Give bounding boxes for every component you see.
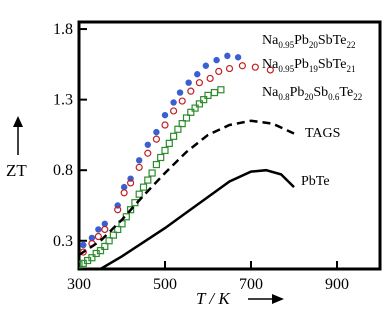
y-tick-label: 0.8 (53, 162, 73, 179)
data-point (80, 241, 87, 249)
data-point (170, 107, 178, 115)
series-line (79, 119, 295, 256)
data-point (79, 248, 87, 256)
data-point (170, 132, 178, 140)
data-point (127, 179, 135, 187)
data-point (266, 66, 274, 74)
data-point (95, 226, 102, 233)
data-point (178, 120, 186, 128)
series-label-2: Na0.8Pb20Sb0.6Te22 (262, 85, 362, 102)
data-point (161, 146, 169, 155)
series-label-3: TAGS (305, 126, 340, 141)
data-point (210, 88, 219, 97)
data-point (135, 163, 143, 171)
data-point (187, 108, 195, 116)
data-point (215, 67, 223, 76)
data-point (88, 254, 96, 262)
data-point (96, 247, 105, 255)
data-point (153, 128, 160, 136)
data-point (144, 176, 152, 184)
series-label-1: Na0.95Pb19SbTe21 (262, 57, 355, 74)
data-point (176, 89, 184, 96)
data-point (174, 125, 182, 133)
y-tick-label: 1.8 (53, 21, 73, 38)
data-point (238, 62, 246, 70)
x-tick-label: 700 (239, 276, 263, 293)
y-tick-label: 0.3 (53, 233, 73, 250)
data-point (200, 96, 208, 104)
data-point (161, 111, 169, 119)
data-point (148, 169, 156, 177)
data-point (161, 121, 169, 129)
series-4 (97, 168, 295, 269)
data-point (136, 157, 143, 164)
data-point (139, 183, 148, 191)
x-tick-label: 900 (325, 276, 349, 293)
data-point (195, 79, 203, 87)
data-point (182, 114, 191, 122)
data-point (195, 100, 203, 108)
data-point (224, 52, 231, 60)
series-0 (80, 52, 242, 249)
data-point (101, 225, 109, 234)
data-point (206, 74, 214, 83)
data-point (234, 54, 242, 61)
data-point (120, 189, 128, 197)
axis-ticks: 300 500 700 900 1.8 1.3 0.8 0.3 (53, 21, 349, 293)
y-axis-arrow-icon (13, 116, 23, 155)
data-point (217, 86, 225, 94)
data-point (101, 242, 109, 251)
series-label-0: Na0.95Pb20SbTe22 (262, 33, 355, 50)
data-point (204, 91, 212, 99)
data-marks (79, 52, 295, 269)
x-axis-arrow-icon (248, 294, 284, 304)
y-axis-label: ZT (6, 161, 27, 180)
data-point (213, 56, 220, 64)
data-point (152, 160, 160, 169)
data-point (79, 261, 83, 269)
data-point (101, 220, 109, 228)
data-point (114, 206, 122, 214)
series-labels: Na0.95Pb20SbTe22 Na0.95Pb19SbTe21 Na0.8Pb2… (262, 33, 362, 189)
data-point (135, 190, 143, 198)
data-point (109, 231, 118, 239)
x-axis-label: T / K (196, 289, 231, 308)
data-point (187, 87, 195, 95)
x-tick-label: 300 (67, 276, 91, 293)
data-point (165, 139, 173, 147)
data-point (105, 237, 113, 245)
data-point (114, 225, 122, 234)
series-2 (79, 86, 225, 269)
series-1 (79, 62, 274, 256)
data-point (225, 64, 234, 73)
y-tick-label: 1.3 (53, 92, 73, 109)
data-point (185, 79, 192, 86)
plot-frame (77, 20, 382, 271)
data-point (126, 206, 135, 214)
data-point (202, 62, 210, 69)
data-point (191, 104, 199, 112)
data-point (88, 234, 96, 242)
data-point (144, 149, 152, 157)
data-point (251, 63, 259, 71)
data-point (157, 153, 165, 162)
data-point (144, 141, 151, 148)
data-point (152, 135, 160, 143)
data-point (194, 71, 201, 78)
data-point (178, 97, 186, 105)
series-label-4: PbTe (301, 174, 330, 189)
data-point (94, 232, 102, 241)
series-line (97, 168, 295, 269)
x-tick-label: 500 (153, 276, 177, 293)
series-3 (79, 119, 295, 256)
data-point (170, 99, 177, 106)
data-point (120, 183, 128, 191)
